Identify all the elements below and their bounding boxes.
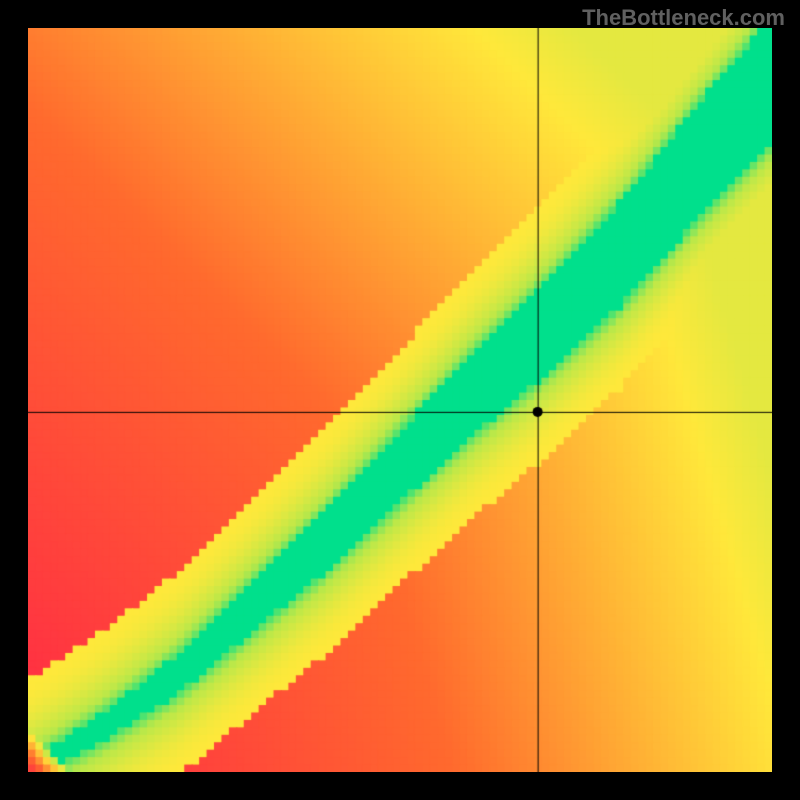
chart-container: TheBottleneck.com <box>0 0 800 800</box>
watermark-text: TheBottleneck.com <box>582 5 785 31</box>
heatmap-canvas <box>28 28 772 772</box>
plot-area <box>28 28 772 772</box>
